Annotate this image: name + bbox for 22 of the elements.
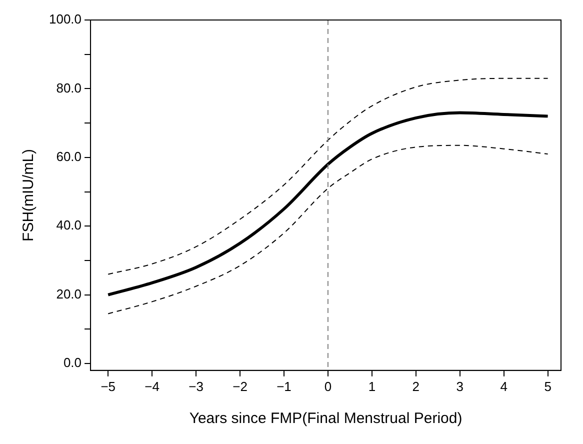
y-tick-label: 80.0	[56, 80, 82, 96]
x-tick-label: 2	[412, 378, 420, 394]
x-tick-label: 4	[500, 378, 508, 394]
y-tick-label: 100.0	[48, 12, 82, 27]
x-tick-label: −5	[100, 378, 116, 394]
line-series	[106, 111, 550, 296]
x-tick-label: −1	[276, 378, 292, 394]
x-tick-label: 0	[324, 378, 332, 394]
x-tick-label: 3	[456, 378, 464, 394]
y-tick-label: 0.0	[63, 355, 82, 370]
y-tick-label: 60.0	[56, 148, 82, 164]
y-axis-title: FSH(mIU/mL)	[20, 148, 38, 242]
x-tick-label: −4	[144, 378, 160, 394]
line-series	[108, 144, 548, 314]
x-tick-label: −2	[232, 378, 248, 394]
x-tick-label: 5	[544, 378, 552, 394]
y-tick-label: 20.0	[56, 286, 82, 302]
x-axis-title: Years since FMP(Final Menstrual Period)	[189, 410, 462, 428]
line-series	[108, 78, 548, 275]
x-tick-label: 1	[368, 378, 376, 394]
y-tick-label: 40.0	[56, 218, 82, 233]
x-tick-label: −3	[188, 378, 204, 394]
